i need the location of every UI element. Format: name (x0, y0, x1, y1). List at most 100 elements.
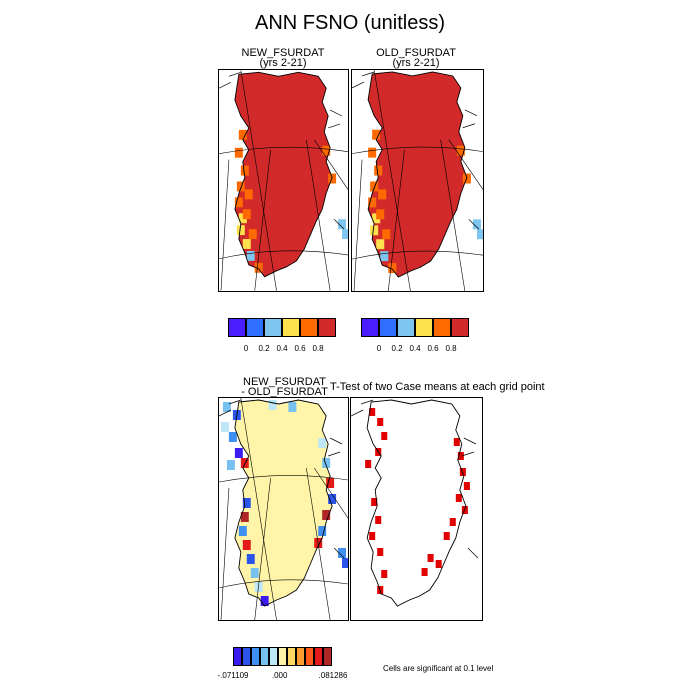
margin-cell (322, 145, 331, 156)
colorbar-swatch (300, 318, 318, 337)
panel-title-diff: NEW_FSURDAT - OLD_FSURDAT (222, 377, 347, 398)
coastline-segment (361, 71, 375, 77)
margin-cell (376, 239, 385, 250)
margin-cell (370, 225, 379, 236)
margin-cell (242, 239, 251, 249)
significant-cell (377, 548, 384, 556)
colorbar-tick-label: .081286 (318, 671, 348, 680)
coastline-segment (219, 81, 232, 89)
significant-cell (427, 554, 434, 562)
map-old-svg (352, 70, 483, 291)
coastline-segment (228, 72, 241, 77)
significant-cell (375, 516, 382, 524)
panel-title-diff-line2: - OLD_FSURDAT (241, 386, 328, 398)
colorbar-swatch (242, 647, 251, 666)
significant-cell (377, 418, 384, 426)
significant-cell (371, 498, 378, 506)
difference-cell (288, 402, 297, 412)
margin-cell (236, 181, 245, 192)
grid-line (254, 477, 271, 620)
map-panel-old (351, 69, 484, 292)
land-difference-fill (234, 400, 333, 606)
significant-cell (455, 494, 462, 502)
colorbar-tick-label: .000 (271, 671, 288, 680)
difference-cell (326, 478, 335, 488)
map-diff-svg (219, 398, 348, 620)
colorbar-swatch (246, 318, 264, 337)
significant-cell (449, 518, 456, 526)
coastline-segment (462, 123, 476, 129)
difference-cell (318, 438, 327, 448)
map-panel-ttest (350, 397, 483, 621)
significant-cell (421, 568, 428, 576)
significant-cell (459, 468, 466, 476)
significant-cell (435, 560, 442, 568)
margin-cell (246, 250, 255, 261)
coastline-segment (468, 219, 480, 230)
colorbar-old (361, 318, 469, 337)
difference-cell (318, 526, 327, 536)
grid-line (448, 139, 483, 190)
margin-cell (342, 229, 348, 240)
grid-line (387, 149, 405, 291)
panel-title-new-line1: NEW_FSURDAT (241, 47, 325, 59)
margin-cell (456, 145, 465, 156)
margin-cell (248, 229, 257, 240)
margin-cell (372, 129, 381, 140)
coastline-segment (328, 123, 341, 129)
difference-cell (338, 548, 347, 558)
significant-cell (369, 532, 376, 540)
margin-cell (254, 262, 263, 273)
colorbar-swatch (314, 647, 323, 666)
grid-line (240, 70, 277, 291)
map-new-svg (219, 70, 348, 291)
panel-title-old-line1: OLD_FSURDAT (376, 47, 456, 59)
coastline-segment (228, 399, 241, 405)
coastline-segment (328, 451, 341, 457)
panel-title-old: OLD_FSURDAT (yrs 2-21) (350, 47, 482, 69)
greenland-coastline (234, 71, 333, 278)
margin-cell (236, 225, 245, 236)
difference-cell (268, 400, 277, 410)
coastline-segment (333, 218, 345, 230)
coastline-segment (329, 437, 343, 445)
margin-cell (476, 229, 483, 240)
difference-cell (234, 448, 243, 458)
margin-cell (368, 197, 377, 208)
colorbar-swatch (260, 647, 269, 666)
difference-cell (322, 510, 331, 520)
figure-title: ANN FSNO (unitless) (254, 12, 446, 34)
colorbar-swatch (251, 647, 260, 666)
coastline-segment (351, 409, 364, 417)
colorbar-swatch (433, 318, 451, 337)
colorbar-swatch (323, 647, 332, 666)
difference-cell (228, 432, 237, 442)
colorbar-swatch (305, 647, 314, 666)
colorbar-swatch (269, 647, 278, 666)
significant-cell (381, 432, 388, 440)
margin-cell (380, 251, 389, 262)
coastline-segment (461, 451, 475, 457)
colorbar-swatch (451, 318, 469, 337)
margin-cell (472, 219, 481, 230)
margin-cell (338, 219, 347, 230)
colorbar-swatch (318, 318, 336, 337)
grid-line (314, 139, 348, 190)
colorbar-swatch (379, 318, 397, 337)
coastline-segment (329, 109, 343, 117)
greenland-coastline (234, 399, 333, 607)
grid-line (373, 70, 411, 291)
significant-cell (457, 452, 464, 460)
colorbar-swatch (264, 318, 282, 337)
difference-cell (240, 512, 249, 522)
colorbar-swatch (287, 647, 296, 666)
colorbar-swatch (415, 318, 433, 337)
land-snow-fill (234, 72, 333, 277)
colorbar-old-ticks: 0 0.2 0.4 0.6 0.8 (361, 344, 471, 354)
difference-cell (242, 540, 251, 550)
panel-title-new: NEW_FSURDAT (yrs 2-21) (218, 47, 348, 69)
land-snow-fill (368, 71, 467, 278)
margin-cell (388, 263, 397, 274)
grid-line (219, 475, 348, 483)
grid-line (220, 159, 230, 291)
